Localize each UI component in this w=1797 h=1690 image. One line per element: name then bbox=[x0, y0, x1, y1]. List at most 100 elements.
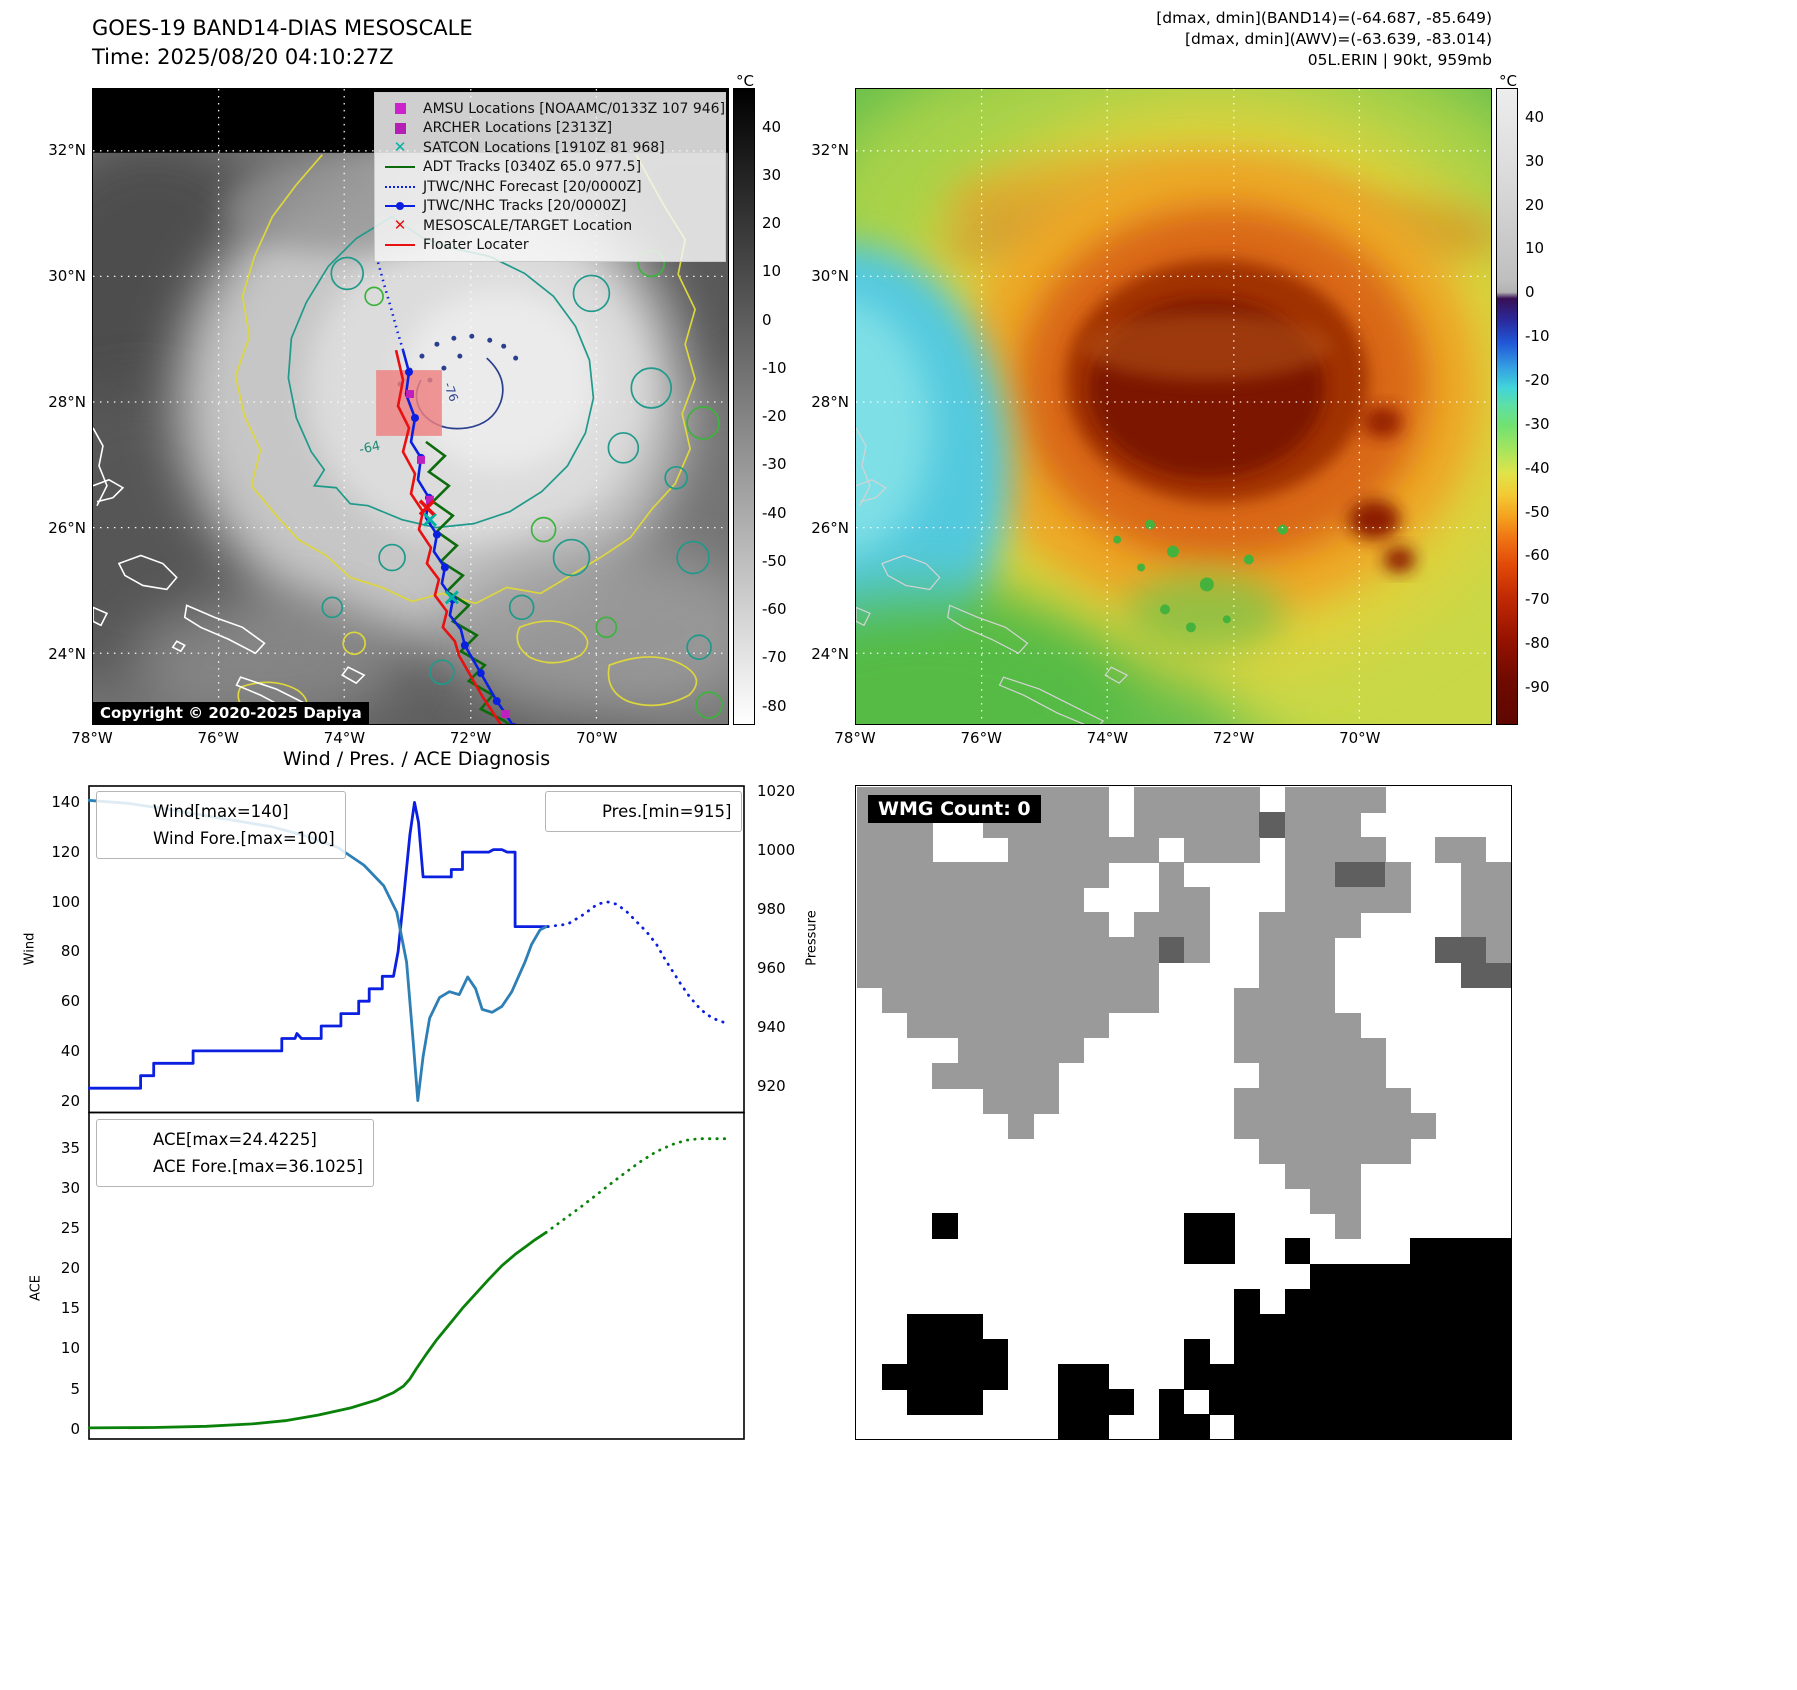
wmg-cell bbox=[957, 912, 984, 939]
wmg-cell bbox=[907, 937, 933, 964]
wind-y-tick: 140 bbox=[51, 793, 80, 812]
wmg-cell bbox=[907, 987, 933, 1014]
wmg-cell bbox=[1360, 1263, 1386, 1290]
wmg-cell bbox=[1360, 862, 1386, 888]
dmax-dmin-band14: [dmax, dmin](BAND14)=(-64.687, -85.649) bbox=[1156, 9, 1492, 27]
colorbar1-unit: °C bbox=[736, 72, 754, 90]
chart-series bbox=[88, 1231, 548, 1430]
wmg-cell bbox=[1033, 1012, 1059, 1039]
wmg-cell bbox=[907, 1338, 933, 1365]
wmg-cell bbox=[1284, 1138, 1311, 1164]
wmg-cell bbox=[957, 887, 984, 913]
wmg-cell bbox=[1033, 862, 1059, 888]
legend-label: Pres.[min=915] bbox=[602, 802, 732, 821]
chart-series bbox=[546, 900, 728, 1025]
dot-icon bbox=[396, 202, 404, 211]
wmg-cell bbox=[932, 962, 959, 989]
wmg-cell bbox=[1410, 1113, 1436, 1139]
wmg-cell bbox=[1058, 1414, 1084, 1439]
pressure-y-tick: 940 bbox=[757, 1018, 786, 1037]
wmg-cell bbox=[1385, 1414, 1411, 1439]
legend-label: Wind[max=140] bbox=[153, 802, 289, 821]
wmg-cell bbox=[1183, 837, 1210, 863]
wmg-cell bbox=[1334, 837, 1361, 863]
wmg-cell bbox=[1334, 1313, 1361, 1340]
pressure-axis-label: Pressure bbox=[804, 910, 820, 966]
wmg-cell bbox=[1435, 1238, 1462, 1265]
wmg-cell bbox=[882, 937, 908, 964]
wmg-cell bbox=[1410, 1338, 1436, 1365]
ace-y-tick: 5 bbox=[70, 1379, 80, 1398]
wmg-cell bbox=[1234, 1414, 1260, 1439]
chart-series bbox=[88, 800, 550, 1090]
wmg-cell bbox=[1234, 787, 1260, 813]
wmg-cell bbox=[1284, 1313, 1311, 1340]
wmg-cell bbox=[1183, 1414, 1210, 1439]
wmg-cell bbox=[957, 1012, 984, 1039]
wmg-cell bbox=[1460, 1288, 1487, 1315]
wmg-cell bbox=[1460, 837, 1487, 863]
wmg-cell bbox=[1410, 1263, 1436, 1290]
colorbar2-tick: 10 bbox=[1525, 239, 1545, 258]
wmg-cell bbox=[1334, 1213, 1361, 1240]
wmg-cell bbox=[1309, 1012, 1336, 1039]
legend-item: Wind[max=140] bbox=[107, 798, 335, 825]
colorbar1-tick: 40 bbox=[762, 117, 782, 136]
wmg-cell bbox=[1284, 787, 1311, 813]
wmg-cell bbox=[1334, 1113, 1361, 1139]
map1-y-tick: 26°N bbox=[48, 519, 86, 537]
wmg-cell bbox=[1410, 1363, 1436, 1390]
wmg-cell bbox=[1234, 1388, 1260, 1415]
wmg-cell bbox=[1234, 1313, 1260, 1340]
legend-marker bbox=[383, 122, 417, 134]
wmg-cell bbox=[1410, 1388, 1436, 1415]
wmg-cell bbox=[1360, 1062, 1386, 1089]
wmg-cell bbox=[1083, 912, 1110, 939]
wmg-cell bbox=[1083, 1363, 1110, 1390]
legend-marker bbox=[383, 103, 417, 115]
wmg-cell bbox=[1309, 1288, 1336, 1315]
legend-label: SATCON Locations [1910Z 81 968] bbox=[423, 139, 665, 156]
wmg-cell bbox=[1234, 1037, 1260, 1064]
wmg-cell bbox=[1058, 1363, 1084, 1390]
wmg-cell bbox=[932, 987, 959, 1014]
wmg-cell bbox=[1334, 1037, 1361, 1064]
legend-item: ARCHER Locations [2313Z] bbox=[383, 119, 717, 139]
wmg-cell bbox=[1284, 837, 1311, 863]
wmg-cell bbox=[1309, 1087, 1336, 1114]
wmg-cell bbox=[1259, 1062, 1286, 1089]
legend-marker: ✕ bbox=[383, 218, 417, 233]
wmg-cell bbox=[1033, 987, 1059, 1014]
wmg-cell bbox=[882, 887, 908, 913]
wmg-cell bbox=[1234, 1087, 1260, 1114]
wmg-cell bbox=[1058, 887, 1084, 913]
target-x-marker bbox=[418, 499, 436, 516]
wmg-cell bbox=[1334, 1363, 1361, 1390]
wmg-cell bbox=[1309, 1338, 1336, 1365]
wmg-cell bbox=[1309, 1363, 1336, 1390]
wmg-cell bbox=[1284, 912, 1311, 939]
wmg-cell bbox=[1410, 1288, 1436, 1315]
wmg-cell bbox=[982, 1037, 1009, 1064]
wmg-cell bbox=[932, 912, 959, 939]
wmg-cell bbox=[932, 887, 959, 913]
wmg-cell bbox=[1108, 987, 1135, 1014]
wmg-cell bbox=[982, 912, 1009, 939]
wmg-cell bbox=[957, 987, 984, 1014]
wmg-cell bbox=[1033, 887, 1059, 913]
wmg-cell bbox=[882, 962, 908, 989]
wmg-cell bbox=[1435, 1288, 1462, 1315]
wmg-cell bbox=[982, 937, 1009, 964]
wmg-cell bbox=[1158, 912, 1185, 939]
wind-y-tick: 40 bbox=[60, 1041, 80, 1060]
map2-y-tick: 32°N bbox=[811, 141, 849, 159]
wmg-cell bbox=[957, 862, 984, 888]
wmg-cell bbox=[1259, 962, 1286, 989]
copyright-banner: Copyright © 2020-2025 Dapiya bbox=[93, 702, 369, 725]
wmg-cell bbox=[1309, 787, 1336, 813]
wmg-cell bbox=[1385, 1388, 1411, 1415]
wmg-cell bbox=[1284, 962, 1311, 989]
wmg-cell bbox=[957, 937, 984, 964]
wmg-cell bbox=[932, 1363, 959, 1390]
wmg-cell bbox=[1334, 1263, 1361, 1290]
